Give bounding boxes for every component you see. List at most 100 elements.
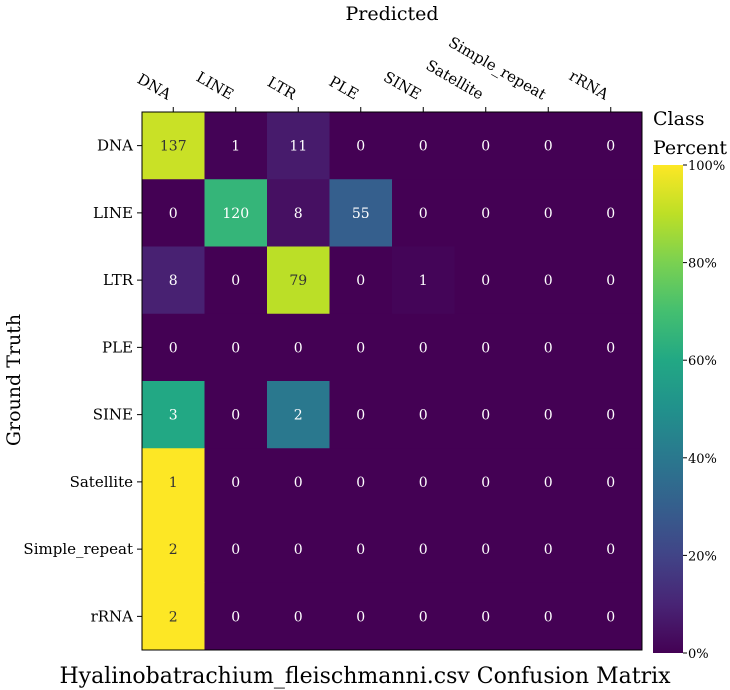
heatmap-cell — [579, 246, 643, 315]
heatmap-cell — [392, 448, 455, 516]
cell-value-label: 0 — [544, 609, 553, 625]
colorbar — [653, 165, 683, 653]
colorbar-ticks: 0% 20% 40% 60% 80% 100% — [683, 159, 725, 662]
heatmap-cell — [142, 112, 205, 180]
cell-value-label: 0 — [294, 475, 303, 491]
cell-value-label: 0 — [294, 542, 303, 558]
heatmap-cell — [454, 246, 518, 315]
heatmap-cell — [579, 582, 643, 651]
heatmap-cell — [454, 313, 518, 382]
cell-value-label: 0 — [356, 475, 365, 491]
heatmap-cell — [579, 112, 643, 180]
colorbar-tick-label: 80% — [688, 257, 717, 272]
heatmap-cell — [142, 448, 205, 516]
cell-value-label: 0 — [544, 206, 553, 222]
heatmap-cell — [267, 381, 330, 449]
y-tick-label: PLE — [102, 338, 133, 356]
cell-value-label: 79 — [289, 273, 307, 289]
y-tick-label: DNA — [97, 137, 133, 155]
heatmap-cell — [204, 448, 268, 516]
heatmap-cell — [517, 515, 580, 584]
heatmap-cell — [204, 582, 268, 651]
cell-value-label: 0 — [231, 273, 240, 289]
y-tick-label: LTR — [103, 271, 134, 289]
cell-value-label: 0 — [606, 408, 615, 424]
colorbar-label-line2: Percent — [653, 137, 727, 159]
y-tick-label: SINE — [93, 406, 133, 424]
heatmap-cell — [267, 112, 330, 180]
cell-value-label: 137 — [160, 139, 187, 155]
cell-value-label: 0 — [356, 609, 365, 625]
heatmap-cell — [267, 515, 330, 584]
cell-value-label: 0 — [606, 139, 615, 155]
heatmap-cell — [392, 515, 455, 584]
heatmap-cell — [204, 112, 268, 180]
cell-value-label: 1 — [231, 139, 240, 155]
cell-value-label: 0 — [294, 609, 303, 625]
heatmap-cell — [392, 179, 455, 247]
cell-value-label: 0 — [606, 475, 615, 491]
cell-value-label: 0 — [606, 340, 615, 356]
heatmap-cell — [454, 515, 518, 584]
heatmap-cell — [579, 448, 643, 516]
heatmap-cell — [267, 179, 330, 247]
cell-value-label: 0 — [481, 273, 490, 289]
heatmap-cell — [204, 246, 268, 315]
cell-value-label: 0 — [356, 408, 365, 424]
y-tick-label: Satellite — [70, 473, 134, 491]
heatmap-cell — [329, 582, 393, 651]
cell-value-label: 0 — [481, 206, 490, 222]
cell-value-label: 0 — [419, 206, 428, 222]
cell-value-label: 0 — [419, 408, 428, 424]
heatmap-cell — [517, 246, 580, 315]
cell-value-label: 0 — [481, 475, 490, 491]
cell-value-label: 0 — [481, 340, 490, 356]
heatmap-cell — [329, 381, 393, 449]
cell-value-label: 0 — [231, 340, 240, 356]
heatmap-cell — [454, 582, 518, 651]
cell-value-label: 120 — [222, 206, 249, 222]
heatmap-cell — [454, 112, 518, 180]
heatmap-cell — [454, 179, 518, 247]
heatmap-cell — [579, 179, 643, 247]
colorbar-tick-label: 40% — [688, 452, 717, 467]
colorbar-label-line1: Class — [653, 108, 704, 130]
cell-value-label: 0 — [169, 206, 178, 222]
cell-value-label: 0 — [544, 273, 553, 289]
cell-value-label: 0 — [606, 542, 615, 558]
cell-value-label: 8 — [294, 206, 303, 222]
cell-value-label: 0 — [544, 139, 553, 155]
cell-value-label: 3 — [169, 408, 178, 424]
y-tick-label: rRNA — [91, 607, 134, 625]
heatmap-cell — [517, 582, 580, 651]
heatmap-cell — [204, 515, 268, 584]
colorbar-tick-label: 20% — [688, 549, 717, 564]
cell-value-label: 0 — [544, 475, 553, 491]
heatmap-cell — [204, 313, 268, 382]
heatmap-cell — [392, 582, 455, 651]
heatmap-cell — [267, 448, 330, 516]
y-axis-ticks: DNA LINE LTR PLE SINE Satellite Simple_repeatr… — [23, 137, 142, 625]
cell-value-label: 1 — [419, 273, 428, 289]
plot-frame — [141, 111, 643, 651]
chart-title: Hyalinobatrachium_fleischmanni.csv Confu… — [59, 664, 671, 689]
cell-value-label: 0 — [419, 139, 428, 155]
heatmap-cell — [329, 313, 393, 382]
heatmap-cell — [267, 246, 330, 315]
cell-value-label: 11 — [289, 139, 307, 155]
heatmap-cell — [142, 179, 205, 247]
cell-value-label: 0 — [481, 139, 490, 155]
heatmap-cell — [517, 112, 580, 180]
x-tick-label: DNA — [134, 70, 174, 104]
cell-value-label: 0 — [419, 609, 428, 625]
cell-value-label: 0 — [231, 542, 240, 558]
heatmap-cell — [517, 448, 580, 516]
cell-value-label: 0 — [356, 340, 365, 356]
heatmap-cell — [204, 179, 268, 247]
heatmap-cell — [517, 179, 580, 247]
cell-value-label: 0 — [231, 408, 240, 424]
colorbar-tick-label: 100% — [688, 159, 725, 174]
cell-value-label: 0 — [356, 273, 365, 289]
cell-value-label: 0 — [294, 340, 303, 356]
